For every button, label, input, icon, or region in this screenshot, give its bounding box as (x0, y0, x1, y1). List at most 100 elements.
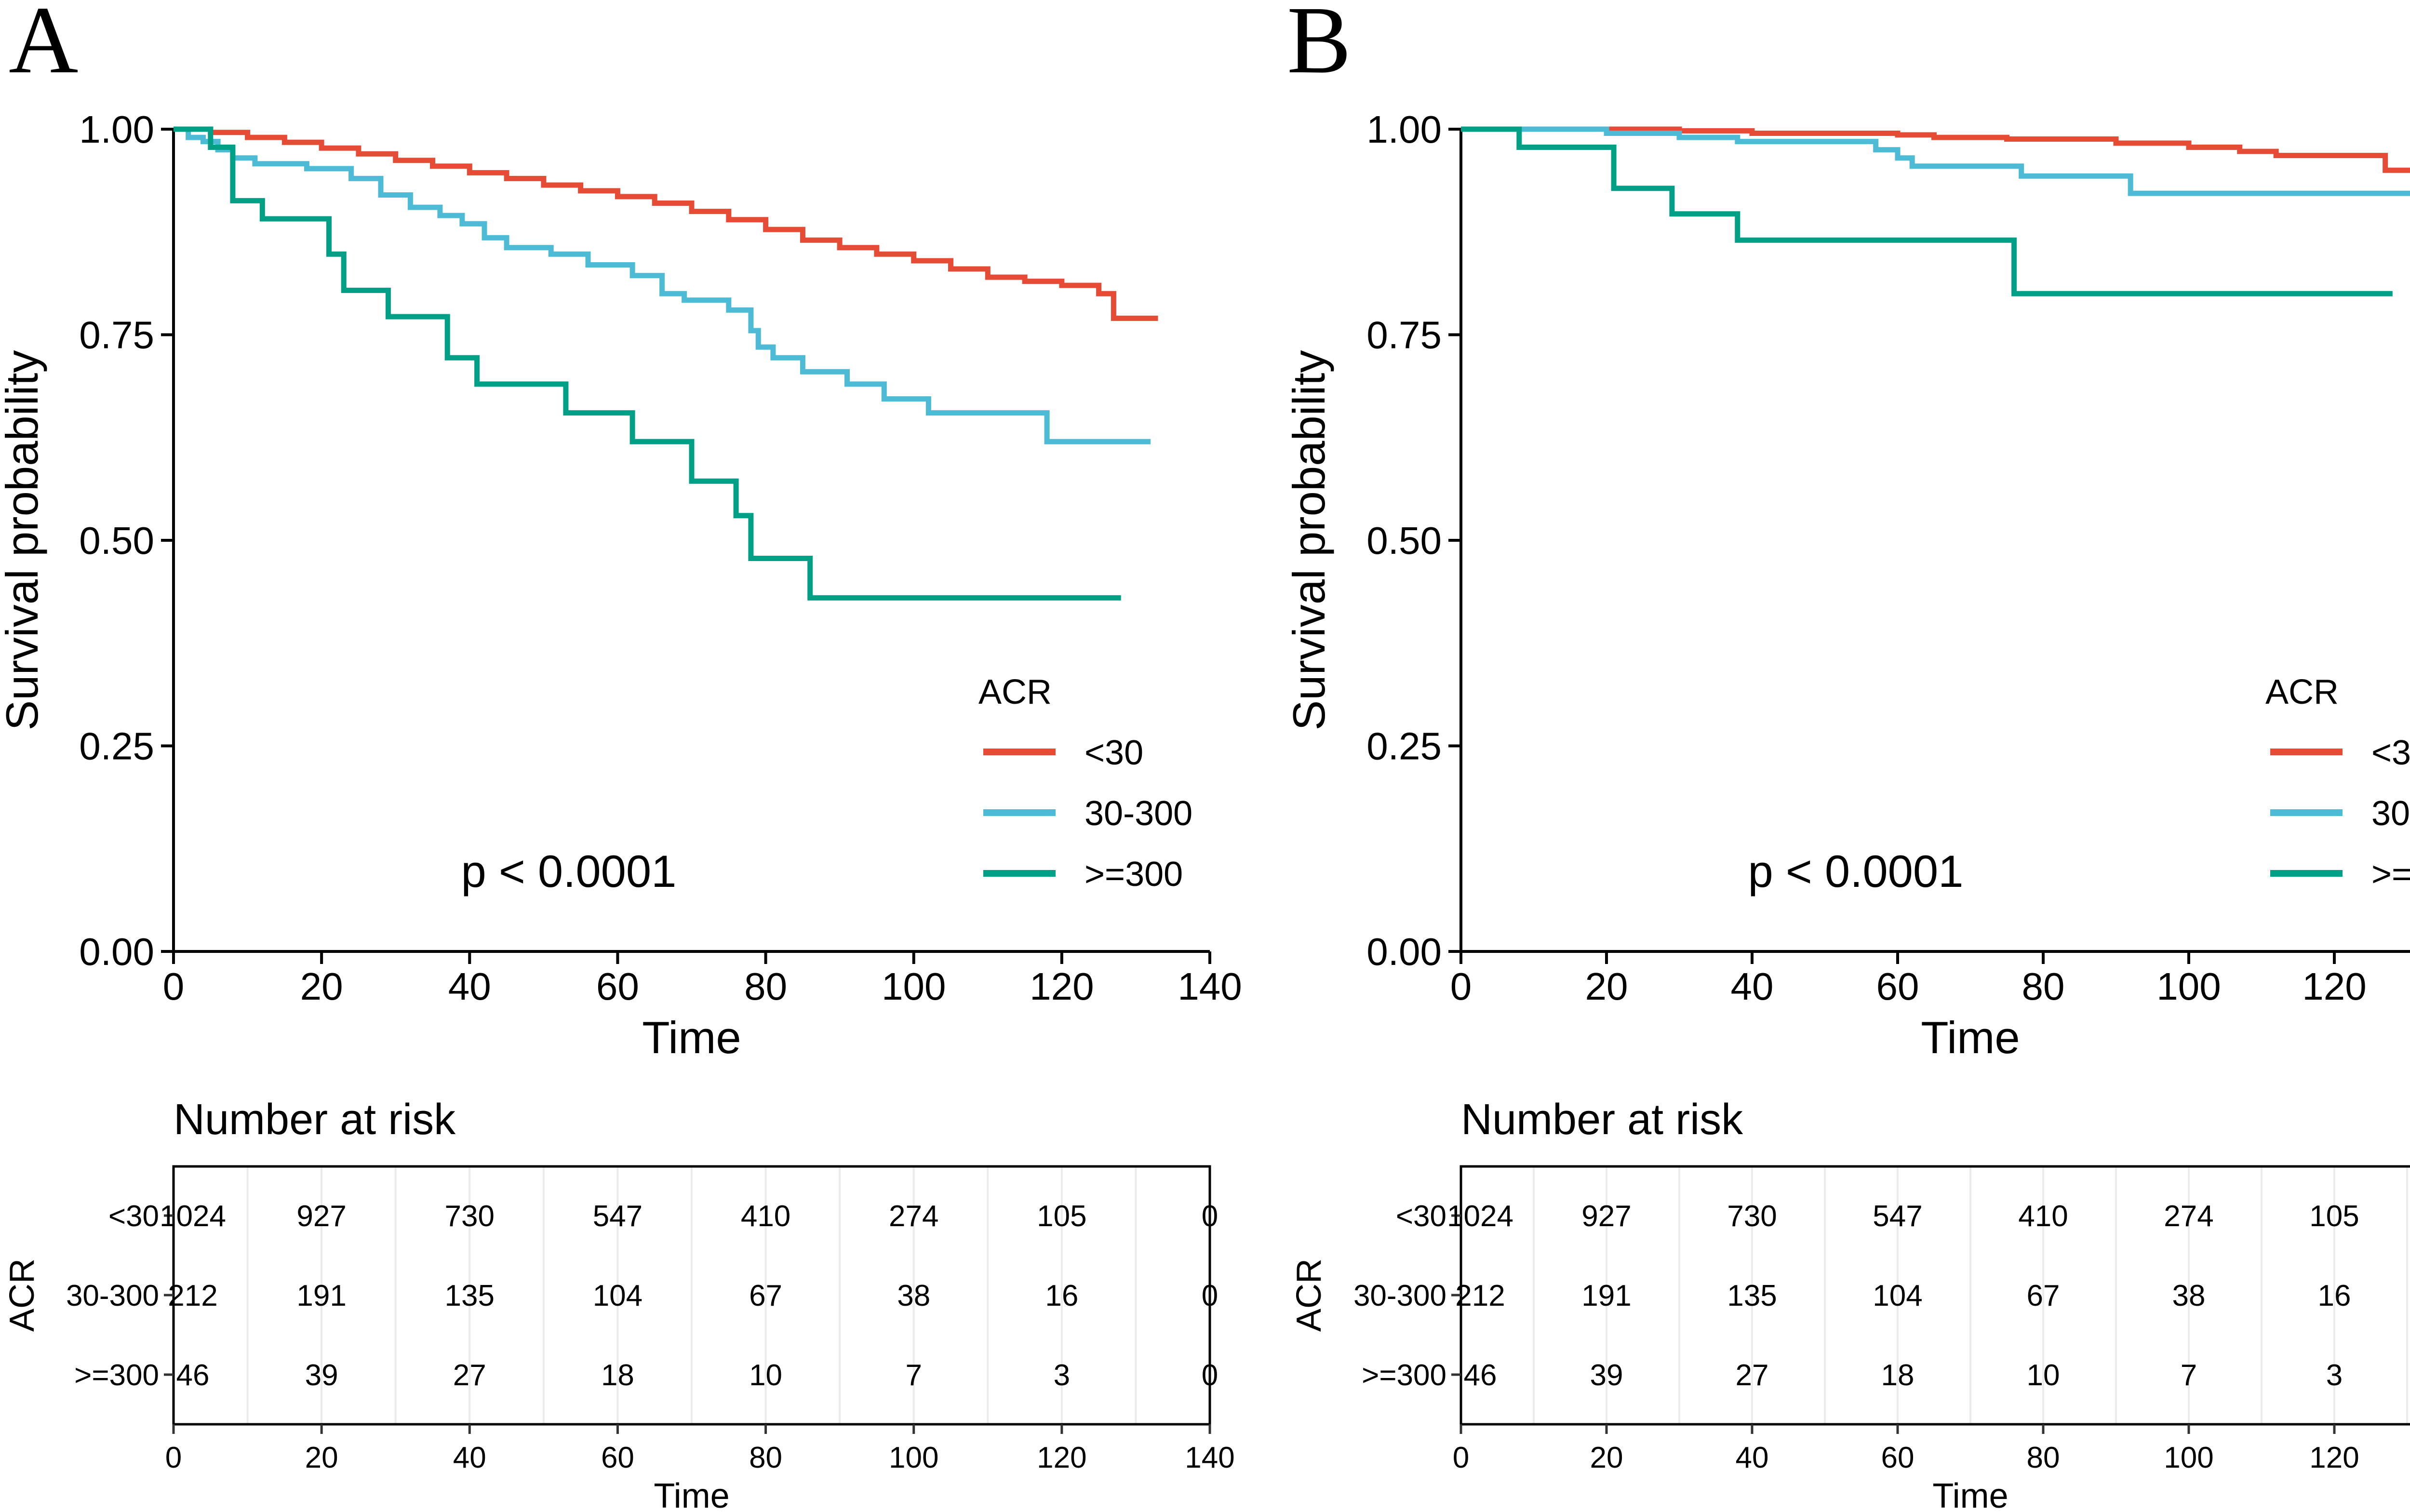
risk-count: 67 (2027, 1279, 2060, 1312)
risk-count: 274 (2164, 1200, 2213, 1233)
risk-count: 410 (2018, 1200, 2068, 1233)
risk-row-label: 30-300 (1353, 1279, 1446, 1312)
y-tick-label: 0.75 (79, 314, 154, 357)
risk-x-tick-label: 0 (1453, 1441, 1469, 1474)
risk-count: 274 (889, 1200, 938, 1233)
risk-x-tick-label: 20 (1590, 1441, 1623, 1474)
risk-x-tick-label: 100 (2164, 1441, 2213, 1474)
y-tick-label: 0.00 (1366, 930, 1442, 973)
survival-curve-30-300 (1461, 126, 2410, 196)
risk-count: 39 (1590, 1359, 1623, 1392)
risk-count: 0 (1202, 1359, 1218, 1392)
x-tick-label: 100 (2156, 965, 2221, 1008)
x-tick-label: 20 (1585, 965, 1628, 1008)
legend-label: <30 (2371, 734, 2410, 772)
risk-count: 67 (749, 1279, 782, 1312)
risk-count: 7 (2181, 1359, 2197, 1392)
risk-count: 410 (741, 1200, 790, 1233)
survival-curve-lt30 (174, 126, 1158, 321)
risk-count: 46 (176, 1359, 210, 1392)
risk-count: 135 (445, 1279, 495, 1312)
risk-x-tick-label: 140 (1185, 1441, 1234, 1474)
risk-count: 18 (601, 1359, 634, 1392)
risk-x-tick-label: 20 (305, 1441, 338, 1474)
risk-x-tick-label: 80 (2027, 1441, 2060, 1474)
risk-x-tick-label: 60 (601, 1441, 634, 1474)
risk-y-axis-title: ACR (3, 1258, 41, 1332)
survival-curve-gte300 (174, 126, 1121, 601)
x-tick-label: 40 (1731, 965, 1774, 1008)
x-axis-title: Time (1921, 1012, 2020, 1063)
risk-x-axis-title: Time (1932, 1477, 2008, 1512)
risk-count: 38 (897, 1279, 930, 1312)
risk-count: 46 (1464, 1359, 1497, 1392)
risk-row-label: <30 (108, 1200, 159, 1233)
risk-count: 730 (445, 1200, 495, 1233)
risk-count: 0 (1202, 1279, 1218, 1312)
risk-count: 212 (168, 1279, 217, 1312)
risk-count: 3 (2326, 1359, 2343, 1392)
x-tick-label: 120 (2302, 965, 2366, 1008)
legend-title: ACR (978, 673, 1052, 711)
risk-count: 191 (296, 1279, 346, 1312)
risk-row-label: >=300 (74, 1359, 159, 1392)
x-tick-label: 80 (744, 965, 787, 1008)
legend-title: ACR (2265, 673, 2339, 711)
legend-label: >=300 (2371, 855, 2410, 894)
y-tick-label: 1.00 (79, 108, 154, 151)
y-tick-label: 0.50 (1366, 519, 1442, 562)
x-tick-label: 20 (300, 965, 343, 1008)
x-tick-label: 0 (1450, 965, 1472, 1008)
risk-x-tick-label: 80 (749, 1441, 782, 1474)
risk-x-tick-label: 120 (1037, 1441, 1086, 1474)
risk-x-tick-label: 40 (453, 1441, 486, 1474)
y-tick-label: 0.25 (1366, 725, 1442, 768)
x-tick-label: 140 (1178, 965, 1242, 1008)
p-value-annotation: p < 0.0001 (461, 846, 677, 896)
risk-count: 16 (2318, 1279, 2351, 1312)
survival-curve-30-300 (174, 126, 1151, 444)
risk-count: 27 (453, 1359, 486, 1392)
p-value-annotation: p < 0.0001 (1748, 846, 1964, 896)
x-tick-label: 0 (163, 965, 185, 1008)
risk-count: 27 (1736, 1359, 1769, 1392)
risk-count: 547 (1873, 1200, 1922, 1233)
y-axis-title: Survival probability (0, 350, 47, 731)
risk-count: 39 (305, 1359, 338, 1392)
risk-row-label: <30 (1396, 1200, 1446, 1233)
risk-row-label: >=300 (1362, 1359, 1446, 1392)
y-tick-label: 0.50 (79, 519, 154, 562)
legend-label: >=300 (1084, 855, 1183, 894)
risk-count: 927 (296, 1200, 346, 1233)
risk-count: 10 (2027, 1359, 2060, 1392)
risk-count: 7 (905, 1359, 922, 1392)
legend-label: 30-300 (2371, 794, 2410, 833)
panel-a: 0.00 0.25 0.50 0.75 1.00 0 20 40 60 80 100 120 140 Ti… (0, 108, 1242, 1512)
y-tick-label: 0.25 (79, 725, 154, 768)
risk-x-tick-label: 60 (1881, 1441, 1915, 1474)
y-tick-label: 0.75 (1366, 314, 1442, 357)
legend: ACR <30 30-300 >=300 (978, 673, 1192, 894)
x-tick-label: 60 (596, 965, 639, 1008)
risk-x-axis-title: Time (654, 1477, 729, 1512)
x-axis-title: Time (642, 1012, 741, 1063)
x-tick-label: 80 (2022, 965, 2065, 1008)
panel-letter-a: A (9, 0, 78, 94)
risk-count: 16 (1045, 1279, 1078, 1312)
legend-label: 30-300 (1084, 794, 1192, 833)
risk-count: 105 (2309, 1200, 2359, 1233)
risk-count: 927 (1581, 1200, 1631, 1233)
risk-count: 212 (1455, 1279, 1505, 1312)
y-tick-label: 0.00 (79, 930, 154, 973)
risk-count: 18 (1881, 1359, 1915, 1392)
survival-curve-lt30 (1461, 126, 2410, 173)
risk-x-tick-label: 100 (889, 1441, 938, 1474)
panel-letter-b: B (1287, 0, 1351, 94)
risk-count: 38 (2172, 1279, 2206, 1312)
risk-x-tick-label: 0 (165, 1441, 182, 1474)
risk-count: 3 (1054, 1359, 1070, 1392)
y-axis-title: Survival probability (1284, 350, 1334, 731)
risk-count: 1024 (160, 1200, 226, 1233)
risk-row-label: 30-300 (66, 1279, 159, 1312)
